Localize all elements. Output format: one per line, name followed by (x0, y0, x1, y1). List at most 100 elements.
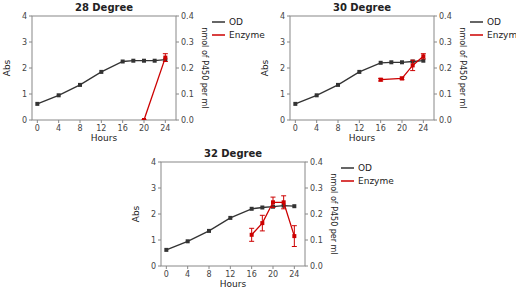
x-axis-label: Hours (349, 133, 376, 143)
legend: ODEnzyme (341, 163, 394, 186)
marker (400, 76, 404, 80)
series-line (37, 60, 165, 104)
error-bar (163, 54, 168, 62)
marker (357, 70, 361, 74)
y-axis-label: Abs (2, 59, 12, 76)
error-bar (421, 54, 426, 59)
y2-tick-label: 0.3 (181, 38, 194, 47)
x-tick-label: 16 (118, 124, 128, 133)
error-bar (281, 196, 286, 209)
x-tick-label: 24 (160, 124, 170, 133)
y-tick-label: 1 (280, 90, 285, 99)
x-tick (294, 266, 295, 269)
x-tick (101, 120, 102, 123)
error-bar-cap (292, 225, 297, 226)
y2-tick-label: 0.4 (181, 12, 194, 21)
x-tick-label: 0 (293, 124, 298, 133)
error-bar-cap (260, 215, 265, 216)
marker (131, 59, 135, 63)
legend: OD Enzyme (212, 17, 265, 40)
x-tick-label: 24 (289, 270, 299, 279)
x-tick-label: 4 (185, 270, 190, 279)
marker (293, 102, 297, 106)
y2-tick (434, 16, 437, 17)
title: 30 Degree (333, 2, 391, 13)
x-axis-label: Hours (91, 133, 118, 143)
x-tick (165, 120, 166, 123)
y-tick-label: 3 (151, 184, 156, 193)
y-tick-label: 0 (151, 262, 156, 271)
legend-label: OD (229, 17, 243, 27)
y2-tick-label: 0.2 (439, 64, 452, 73)
marker (379, 78, 383, 82)
x-tick-label: 12 (354, 124, 364, 133)
series-line (144, 58, 165, 120)
marker (228, 216, 232, 220)
title: 28 Degree (75, 2, 133, 13)
legend-label: Enzyme (358, 176, 394, 186)
panel: 30 Degree04812162024Hours01234Abs0.00.10… (260, 2, 516, 143)
panel: 32 Degree04812162024Hours01234Abs0.00.10… (131, 148, 394, 289)
y-tick-label: 3 (22, 38, 27, 47)
y2-tick-label: 0.3 (439, 38, 452, 47)
y2-tick-label: 0.0 (310, 262, 323, 271)
y-tick (158, 214, 161, 215)
y2-tick (305, 240, 308, 241)
error-bar-cap (260, 230, 265, 231)
y2-tick (434, 94, 437, 95)
marker (250, 207, 254, 211)
chart-svg: 28 Degree04812162024Hours01234Abs0.00.10… (0, 0, 516, 291)
y2-tick (176, 94, 179, 95)
panel: 28 Degree04812162024Hours01234Abs0.00.10… (2, 2, 265, 143)
error-bar-cap (292, 246, 297, 247)
data-group (164, 196, 297, 252)
error-bar-cap (249, 241, 254, 242)
x-tick (187, 266, 188, 269)
y2-tick (305, 266, 308, 267)
x-tick (359, 120, 360, 123)
y-tick (287, 42, 290, 43)
y-tick (158, 188, 161, 189)
x-tick (37, 120, 38, 123)
y2-tick (176, 16, 179, 17)
error-bar-cap (163, 61, 168, 62)
x-tick-label: 20 (397, 124, 407, 133)
x-tick-label: 8 (335, 124, 340, 133)
y2-tick (305, 188, 308, 189)
error-bar-cap (281, 195, 286, 196)
marker (164, 248, 168, 252)
marker (35, 102, 39, 106)
y2-tick (176, 42, 179, 43)
series-line (295, 61, 423, 104)
x-tick-label: 12 (225, 270, 235, 279)
x-tick (58, 120, 59, 123)
y-tick (29, 16, 32, 17)
x-tick (380, 120, 381, 123)
y-tick (158, 162, 161, 163)
x-tick-label: 16 (247, 270, 257, 279)
y2-tick-label: 0.1 (310, 236, 323, 245)
marker (411, 63, 415, 67)
y2-tick (434, 120, 437, 121)
y-tick-label: 2 (280, 64, 285, 73)
y2-tick (434, 68, 437, 69)
marker (421, 54, 425, 58)
x-tick (402, 120, 403, 123)
error-bar-cap (249, 228, 254, 229)
data-group (293, 54, 426, 106)
y-tick-label: 0 (280, 116, 285, 125)
x-tick (295, 120, 296, 123)
y2-tick (305, 214, 308, 215)
y-tick-label: 4 (151, 158, 156, 167)
y-tick (287, 94, 290, 95)
marker (121, 60, 125, 64)
marker (153, 59, 157, 63)
x-tick (423, 120, 424, 123)
marker (292, 204, 296, 208)
legend-label: Enzyme (229, 30, 265, 40)
x-axis-label: Hours (220, 279, 247, 289)
y2-tick (305, 162, 308, 163)
y2-tick (176, 68, 179, 69)
y-tick-label: 3 (280, 38, 285, 47)
legend-swatch (341, 167, 354, 169)
